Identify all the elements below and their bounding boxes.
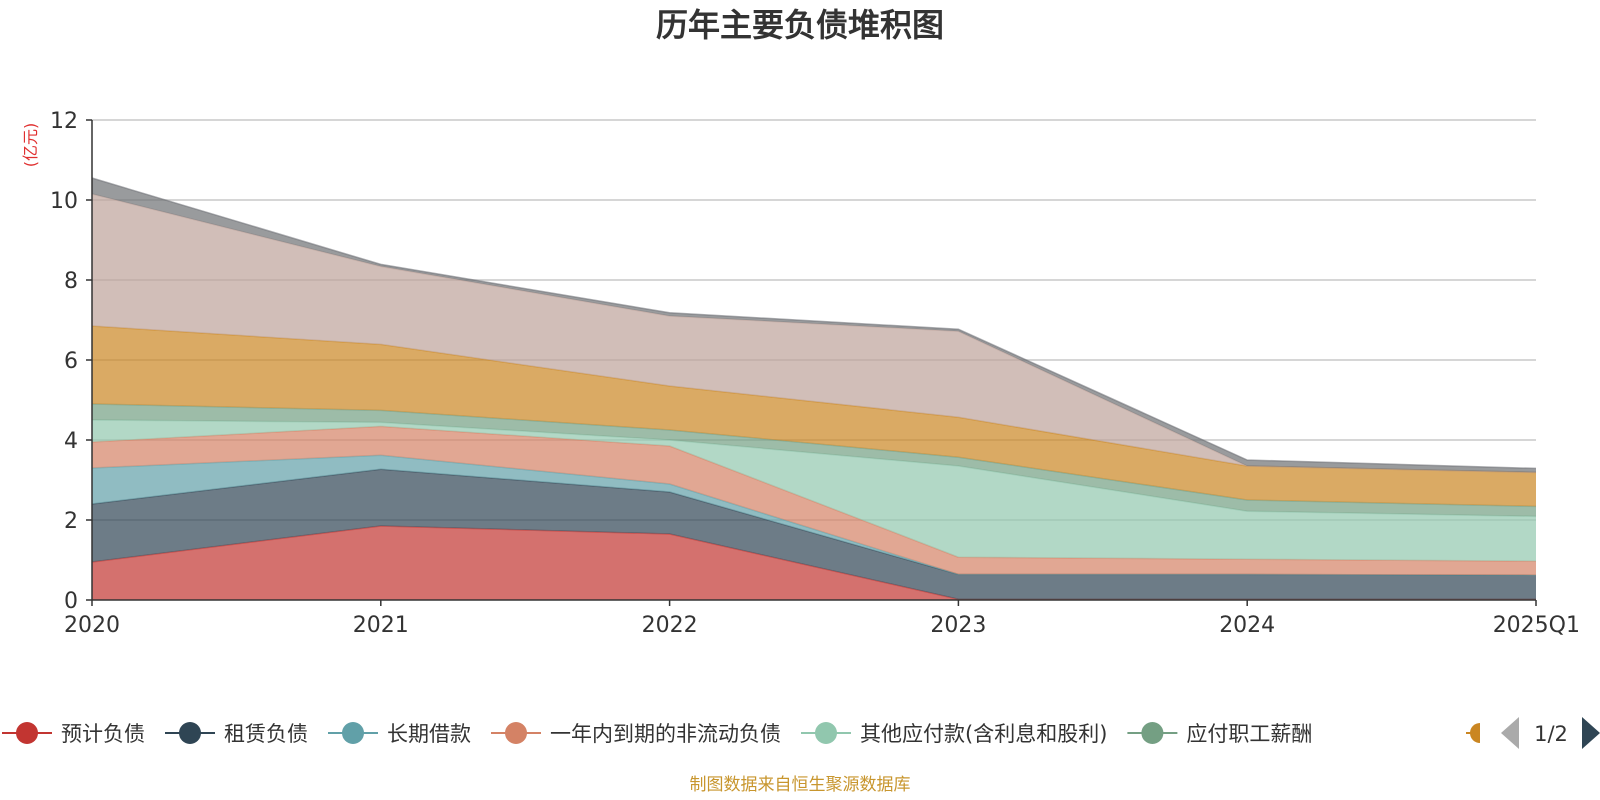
x-tick-label: 2023: [930, 613, 986, 638]
x-tick-label: 2021: [353, 613, 409, 638]
y-tick-label: 6: [64, 349, 78, 374]
legend-next-page-icon[interactable]: [1582, 717, 1600, 749]
x-tick-label: 2020: [64, 613, 120, 638]
legend-label: 一年内到期的非流动负债: [550, 722, 781, 746]
area-series-1[interactable]: [92, 526, 1536, 600]
x-tick-label: 2025Q1: [1493, 613, 1580, 638]
chart-title: 历年主要负债堆积图: [656, 6, 944, 44]
legend-item[interactable]: 长期借款: [328, 722, 471, 746]
legend-page-indicator: 1/2: [1534, 722, 1568, 746]
legend-marker-icon: [16, 722, 38, 744]
area-series-group: [91, 177, 1537, 600]
legend-marker-icon: [179, 722, 201, 744]
legend-label: 预计负债: [61, 722, 145, 746]
legend-marker-icon: [505, 722, 527, 744]
legend-item[interactable]: 应付职工薪酬: [1127, 722, 1312, 746]
area-series-2[interactable]: [92, 469, 1536, 600]
y-tick-label: 12: [50, 109, 78, 134]
y-tick-label: 10: [50, 189, 78, 214]
x-tick-label: 2024: [1219, 613, 1275, 638]
area-series-9-line: [91, 177, 1537, 470]
legend: 预计负债 租赁负债 长期借款 一年内到期的非流动负债 其他应付款(含利息和股利) 应付职工…: [2, 717, 1600, 749]
legend-item[interactable]: 其他应付款(含利息和股利): [801, 722, 1107, 746]
legend-label: 长期借款: [387, 722, 471, 746]
y-tick-label: 4: [64, 429, 78, 454]
legend-partial-marker-icon: [1470, 723, 1480, 743]
area-series-6[interactable]: [92, 404, 1536, 517]
legend-prev-page-icon[interactable]: [1501, 717, 1519, 749]
legend-marker-icon: [815, 722, 837, 744]
legend-item[interactable]: 预计负债: [2, 722, 145, 746]
legend-label: 其他应付款(含利息和股利): [860, 722, 1107, 746]
legend-item[interactable]: 租赁负债: [165, 722, 308, 746]
legend-marker-icon: [1141, 722, 1164, 744]
axes: 0 2 4 6 8 10 12 2020 2021 2022 2023 2024 2025Q1: [50, 109, 1580, 638]
area-series-5[interactable]: [92, 420, 1536, 562]
x-tick-label: 2022: [642, 613, 698, 638]
legend-label: 租赁负债: [224, 722, 308, 746]
area-series-8[interactable]: [92, 194, 1536, 473]
area-series-3[interactable]: [92, 455, 1536, 576]
y-tick-label: 8: [64, 269, 78, 294]
legend-label: 应付职工薪酬: [1186, 722, 1312, 746]
y-tick-label: 0: [64, 589, 78, 614]
y-axis-unit-label: (亿元): [21, 123, 40, 168]
legend-marker-icon: [342, 722, 364, 744]
data-source-note: 制图数据来自恒生聚源数据库: [690, 775, 911, 795]
area-series-7[interactable]: [92, 326, 1536, 507]
legend-item[interactable]: 一年内到期的非流动负债: [491, 722, 781, 746]
y-tick-label: 2: [64, 509, 78, 534]
